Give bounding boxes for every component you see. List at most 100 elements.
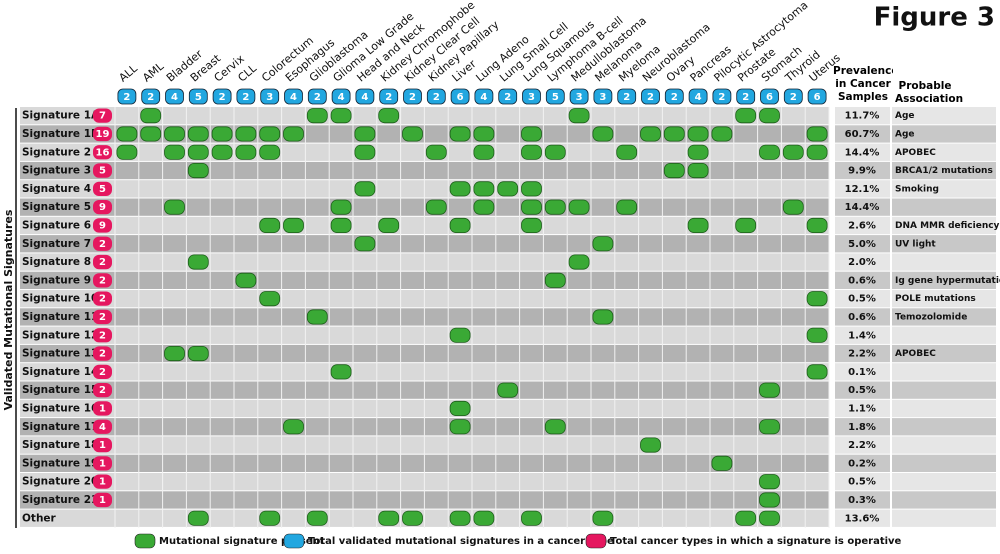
row-label: Signature 7 [22, 238, 91, 250]
signature-present [687, 217, 709, 234]
row-label: Signature 14 [22, 366, 98, 378]
signature-present [544, 144, 566, 160]
signature-present [592, 236, 614, 252]
column-total-badge [379, 88, 399, 105]
axis-label: Validated Mutational Signatures [2, 209, 15, 410]
signature-present [306, 309, 328, 325]
signature-present [711, 455, 733, 471]
association: Age [895, 129, 915, 139]
column-total: 2 [242, 92, 249, 103]
signature-present [568, 108, 590, 124]
column-total-badge [617, 88, 637, 105]
column-total-badge [712, 88, 732, 105]
prev-bg [835, 271, 890, 289]
association: Age [895, 111, 915, 121]
signature-present [782, 199, 804, 215]
column-total: 3 [528, 92, 535, 103]
assoc-bg [892, 363, 996, 381]
signature-present [592, 510, 614, 526]
row-total: 2 [99, 385, 106, 396]
assoc-bg [892, 381, 996, 399]
prev-header-text: Prevalence in Cancer Samples [833, 65, 893, 103]
signature-present [164, 144, 185, 160]
signature-present [806, 144, 828, 160]
signature-present [235, 272, 257, 288]
signature-present [592, 309, 614, 325]
prevalence: 9.9% [848, 166, 876, 177]
signature-present [425, 199, 447, 215]
column-total-badge [593, 88, 613, 105]
signature-present [687, 162, 709, 179]
prev-bg [835, 107, 890, 125]
signature-present [306, 108, 328, 124]
signature-present [663, 126, 685, 142]
row-label: Signature 3 [22, 165, 91, 177]
prevalence: 0.1% [848, 367, 876, 378]
row-total-badge [93, 419, 112, 434]
column-total-badge [260, 88, 280, 105]
signature-present [330, 217, 352, 234]
column-total-badge [450, 88, 470, 105]
prevalence: 12.1% [845, 184, 880, 195]
column-total-badge [498, 88, 518, 105]
signature-present [640, 437, 661, 453]
column-total-badge [165, 88, 184, 105]
prev-bg [835, 161, 890, 180]
assoc-bg [892, 399, 996, 418]
column-total: 5 [552, 92, 559, 103]
signature-present [259, 217, 281, 234]
row-total: 2 [99, 367, 106, 378]
signature-present [711, 126, 733, 142]
prev-bg [835, 253, 890, 271]
prev-bg [835, 180, 890, 198]
signature-present [449, 400, 471, 416]
row-label: Signature 1A [22, 110, 100, 122]
prev-bg [835, 363, 890, 381]
legend-swatch [134, 533, 156, 549]
assoc-bg [892, 235, 996, 253]
column-total-badge [641, 88, 660, 105]
row-label: Signature 4 [22, 183, 91, 195]
row-total: 1 [99, 495, 106, 506]
row-label: Signature 11 [22, 311, 98, 323]
signature-present [283, 217, 304, 234]
signature-present [449, 217, 471, 234]
column-total: 2 [385, 92, 392, 103]
column-total-badge [664, 88, 684, 105]
row-label: Signature 16 [22, 402, 98, 414]
signature-present [116, 144, 138, 160]
column-total: 6 [814, 92, 821, 103]
row-total-badge [93, 163, 112, 178]
prev-bg [835, 308, 890, 326]
signature-present [687, 126, 709, 142]
row-total: 1 [99, 403, 106, 414]
association: Smoking [895, 184, 939, 194]
row-total: 2 [99, 349, 106, 360]
column-total-badge [783, 88, 803, 105]
signature-present [259, 291, 281, 307]
row-label: Signature 8 [22, 256, 91, 268]
signature-present [473, 126, 495, 142]
signature-present [806, 217, 828, 234]
column-total: 4 [338, 92, 345, 103]
association: APOBEC [895, 349, 936, 359]
row-label: Signature 2 [22, 146, 91, 158]
signature-present [354, 236, 376, 252]
row-total-badge [93, 346, 112, 361]
signature-present [330, 108, 352, 124]
signature-present [663, 162, 685, 179]
prevalence: 60.7% [845, 129, 880, 140]
assoc-bg [892, 308, 996, 326]
prevalence: 13.6% [845, 513, 880, 524]
row-total-badge [93, 309, 112, 325]
column-total: 6 [457, 92, 464, 103]
association: Temozolomide [895, 312, 967, 322]
signature-present [521, 181, 542, 197]
row-total: 9 [99, 220, 106, 231]
prevalence: 0.6% [848, 312, 876, 323]
signature-present [616, 199, 638, 215]
row-total: 5 [99, 184, 106, 195]
column-total-badge [569, 88, 589, 105]
signature-present [449, 419, 471, 435]
